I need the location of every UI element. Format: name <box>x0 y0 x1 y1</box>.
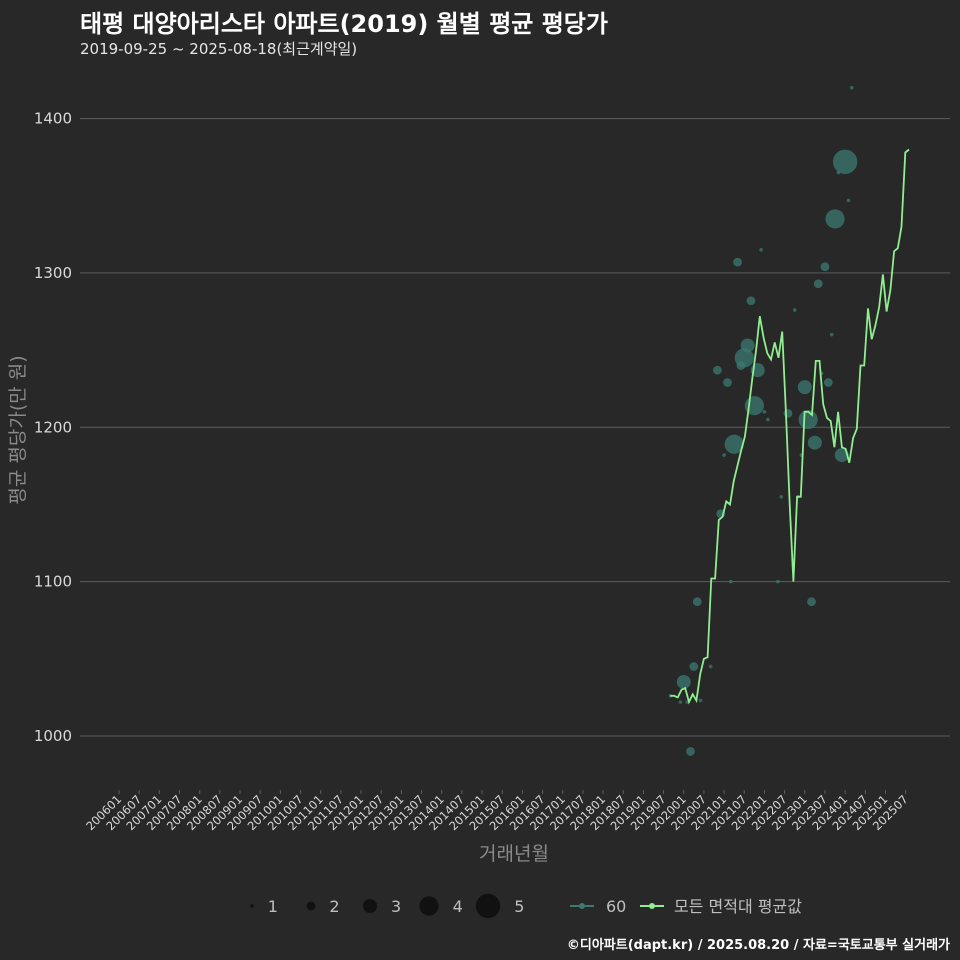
legend-size-key <box>306 901 316 911</box>
scatter-series-60 <box>668 85 858 756</box>
data-point <box>692 597 702 607</box>
chart-legend: 1 2 3 4 5 60 모든 면적대 평균값 <box>250 893 802 919</box>
data-point <box>783 408 793 418</box>
data-point <box>723 378 732 387</box>
data-point <box>733 257 742 267</box>
legend-label: 모든 면적대 평균값 <box>674 897 802 916</box>
data-point <box>829 332 834 337</box>
y-tick-label: 1200 <box>34 418 72 436</box>
data-point <box>797 380 812 395</box>
legend-size-key <box>475 893 501 919</box>
legend-size-key <box>363 899 377 913</box>
data-point <box>740 338 755 353</box>
data-point <box>712 365 722 375</box>
y-tick-labels: 1000 1100 1200 1300 1400 <box>34 110 72 745</box>
legend-size-label: 5 <box>514 897 524 916</box>
chart-title: 태평 대양아리스타 아파트(2019) 월별 평균 평당가 <box>80 10 608 38</box>
data-point <box>766 417 770 422</box>
data-point <box>759 247 763 252</box>
x-axis-title: 거래년월 <box>479 843 549 865</box>
legend-size-label: 3 <box>391 897 401 916</box>
data-point <box>729 579 733 584</box>
data-point <box>734 348 754 368</box>
average-line-series <box>670 148 910 705</box>
data-point <box>689 662 699 671</box>
data-point <box>776 579 780 584</box>
legend-size-label: 4 <box>453 897 463 916</box>
data-point <box>724 434 744 454</box>
data-point <box>722 453 726 457</box>
data-point <box>779 494 784 499</box>
data-point <box>825 209 845 229</box>
y-gridlines <box>80 118 950 737</box>
data-point <box>678 700 683 704</box>
legend-key-dot <box>579 903 585 909</box>
data-point <box>676 674 691 689</box>
y-tick-label: 1300 <box>34 264 72 282</box>
data-point <box>708 664 713 669</box>
data-point <box>746 296 756 306</box>
legend-key-dot <box>649 903 655 909</box>
legend-size-label: 2 <box>329 897 339 916</box>
source-caption: ©디아파트(dapt.kr) / 2025.08.20 / 자료=국토교통부 실… <box>566 938 950 953</box>
y-tick-label: 1000 <box>34 727 72 745</box>
data-point <box>832 149 858 175</box>
average-line <box>670 148 910 705</box>
data-point <box>834 448 849 463</box>
data-point <box>850 85 854 90</box>
data-point <box>820 262 830 272</box>
y-axis-title: 평균 평당가(만 원) <box>7 355 29 504</box>
data-point <box>846 198 851 203</box>
legend-label: 60 <box>606 897 626 916</box>
data-point <box>792 308 797 312</box>
data-point <box>813 279 823 289</box>
chart-subtitle: 2019-09-25 ~ 2025-08-18(최근계약일) <box>80 40 358 58</box>
data-point <box>807 597 816 607</box>
data-point <box>686 747 695 756</box>
y-tick-label: 1100 <box>34 573 72 591</box>
legend-size-key <box>250 904 254 908</box>
data-point <box>823 378 833 387</box>
y-tick-label: 1400 <box>34 110 72 128</box>
data-point <box>807 435 822 450</box>
data-point <box>762 410 767 414</box>
legend-size-key <box>419 896 439 916</box>
legend-size-label: 1 <box>268 897 278 916</box>
data-point <box>698 698 703 703</box>
x-tick-labels: 2006012006072007012007072008012008072009… <box>83 790 911 833</box>
